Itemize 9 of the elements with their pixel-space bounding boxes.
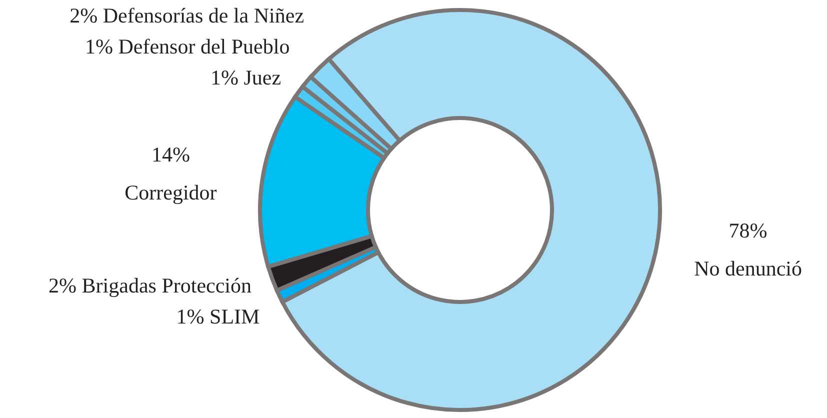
slice-label: Corregidor — [124, 180, 217, 204]
slice-label: 1% Defensor del Pueblo — [85, 34, 290, 59]
slice-label: 2% Brigadas Protección — [48, 273, 252, 298]
slice-label: 1% SLIM — [176, 304, 260, 328]
slice-label: 1% Juez — [210, 66, 282, 90]
data-label: 78% — [728, 218, 768, 243]
slice-label: 2% Defensorías de la Niñez — [70, 4, 304, 28]
data-label: 14% — [151, 142, 190, 166]
slice-label: No denunció — [694, 256, 802, 281]
